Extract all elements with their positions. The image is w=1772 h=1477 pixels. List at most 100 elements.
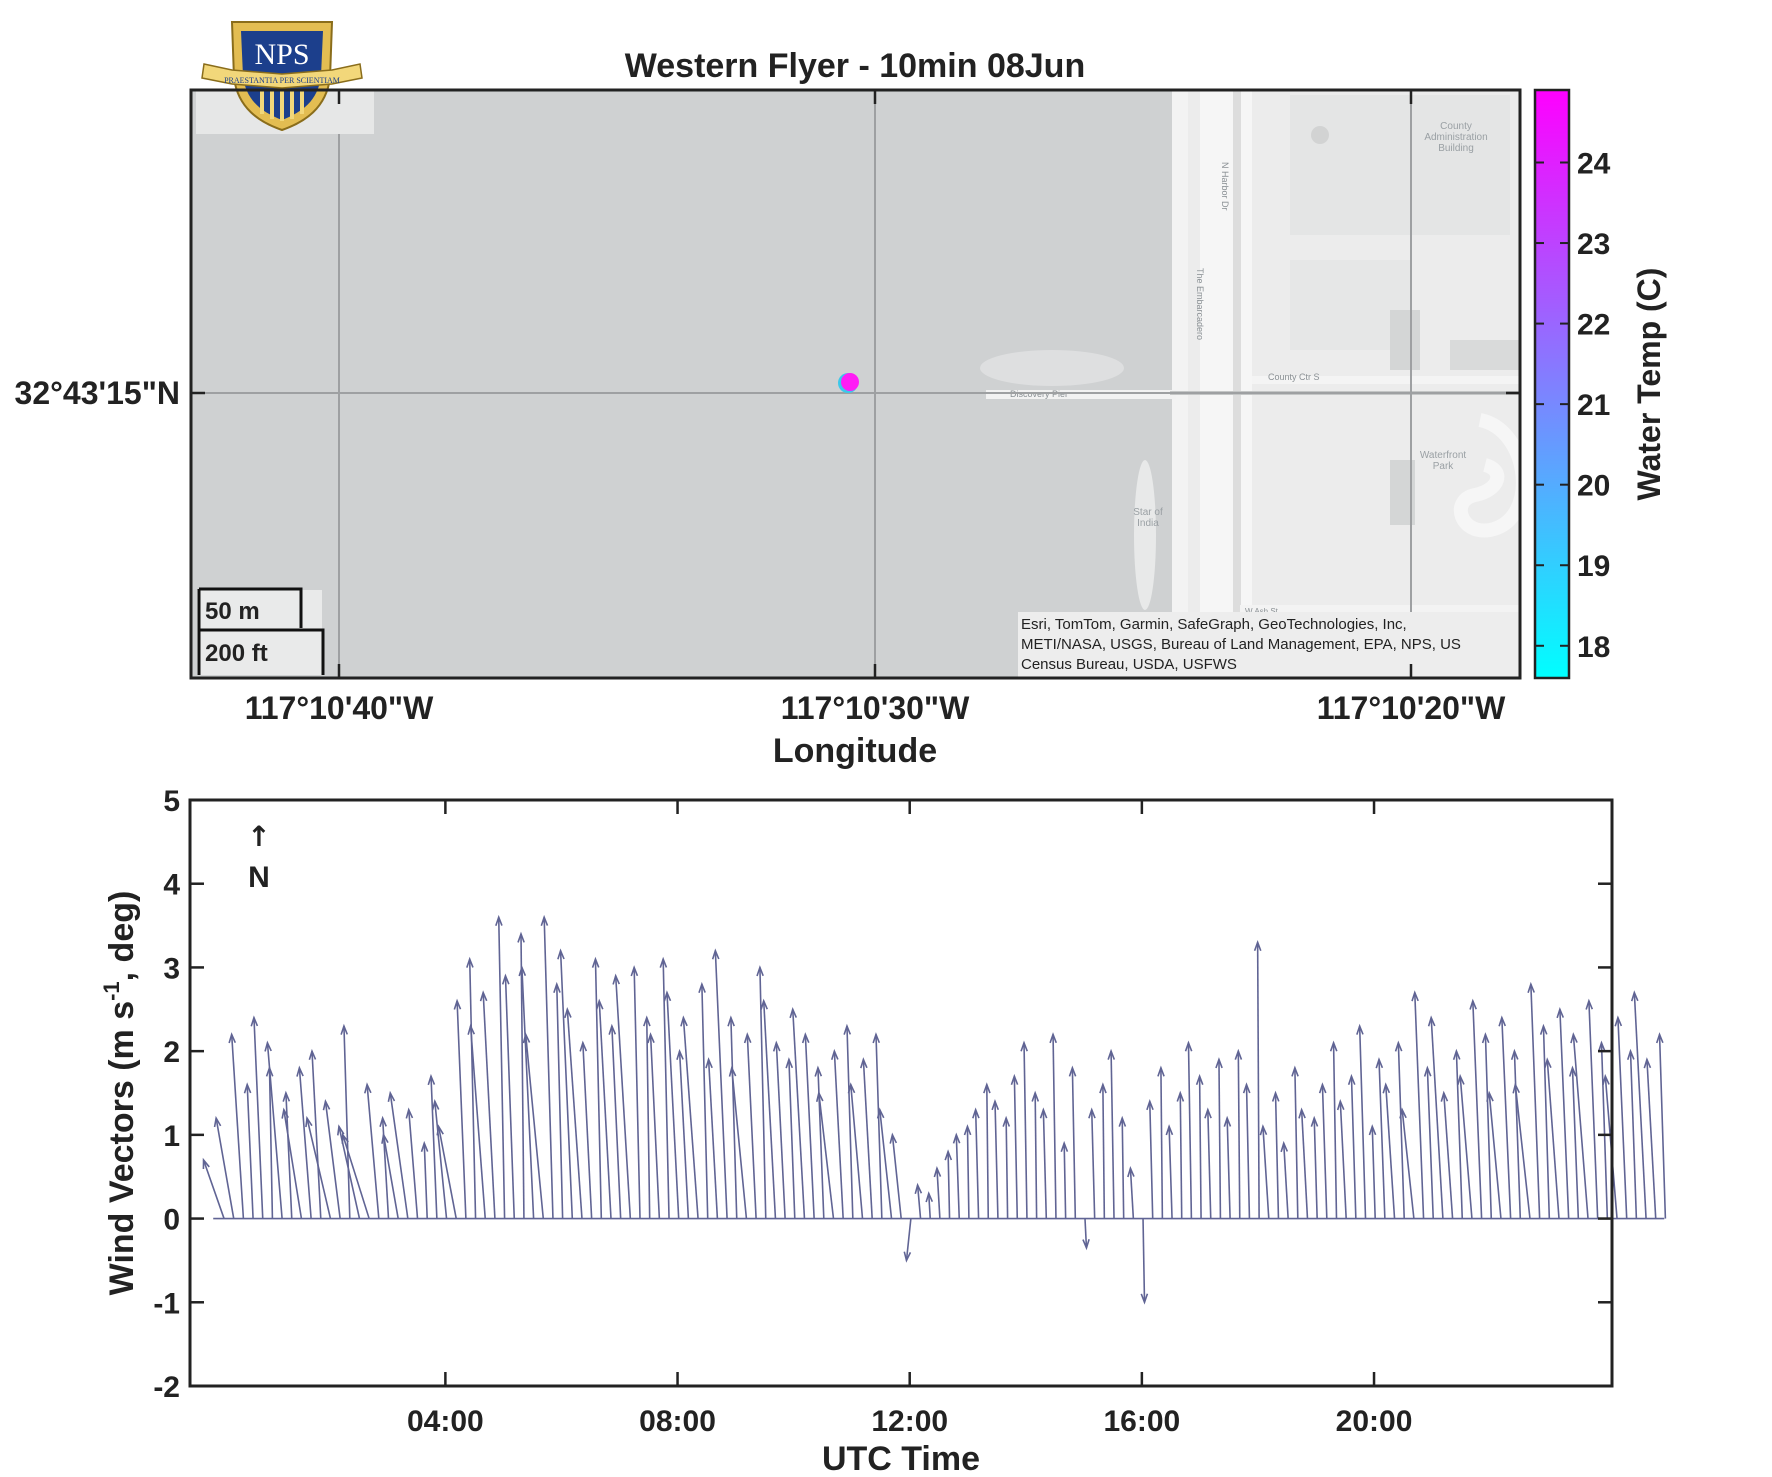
- colorbar-tick-label: 20: [1577, 470, 1610, 503]
- wind-x-tick-label: 16:00: [1104, 1405, 1181, 1438]
- wind-vector: [666, 992, 680, 1219]
- wind-vector-head: [557, 948, 565, 960]
- logo-text: NPS: [254, 38, 309, 71]
- wind-axes-box: [188, 798, 1614, 1388]
- wind-vector: [707, 1059, 719, 1219]
- wind-vector-head: [202, 1157, 210, 1169]
- wind-vector-head: [517, 931, 525, 943]
- wind-vector-head: [579, 1040, 588, 1052]
- wind-vector-head: [1195, 1073, 1204, 1086]
- wind-vector: [804, 1034, 815, 1219]
- wind-vector-head: [1204, 1107, 1212, 1119]
- wind-vector: [1629, 1051, 1638, 1219]
- wind-vector: [818, 1092, 835, 1219]
- wind-vector-head: [553, 981, 561, 993]
- map-y-tick-label: 32°43'15"N: [15, 375, 180, 411]
- wind-vector: [1546, 1059, 1560, 1219]
- wind-vector: [253, 1017, 264, 1219]
- wind-vector-head: [1176, 1090, 1185, 1102]
- wind-vector: [649, 1034, 661, 1219]
- wind-vector: [1218, 1059, 1222, 1219]
- wind-vector-head: [595, 998, 604, 1010]
- scale-bar-metric-label: 50 m: [205, 598, 260, 625]
- logo-stripes: [260, 90, 304, 121]
- label-county-admin-2: Administration: [1424, 132, 1487, 143]
- wind-vector: [1262, 1126, 1270, 1219]
- wind-vector-head: [1423, 1065, 1432, 1077]
- wind-vector-head: [1002, 1115, 1011, 1127]
- wind-vector: [1350, 1076, 1357, 1219]
- wind-vector: [311, 1051, 322, 1219]
- wind-vector-head: [564, 1006, 572, 1019]
- embarcadero-road: [1200, 90, 1252, 678]
- wind-vector: [1600, 1042, 1609, 1219]
- wind-vector-head: [772, 1040, 781, 1052]
- wind-vector-head: [608, 1023, 617, 1035]
- wind-vector: [1488, 1092, 1502, 1219]
- wind-vector-head: [1049, 1032, 1058, 1044]
- wind-vector-head: [1088, 1107, 1096, 1119]
- wind-vector: [846, 1026, 854, 1219]
- wind-vector: [306, 1117, 332, 1219]
- wind-vector: [1294, 1067, 1299, 1219]
- wind-vector: [1052, 1034, 1057, 1219]
- wind-vector-head: [815, 1090, 824, 1102]
- wind-vector: [1023, 1042, 1028, 1219]
- wind-vector-head: [1655, 1032, 1664, 1044]
- wind-vector: [389, 1092, 409, 1219]
- wind-vector-head: [1099, 1082, 1107, 1094]
- wind-vector: [849, 1084, 864, 1219]
- wind-vector: [283, 1109, 303, 1219]
- wind-vector: [1513, 1051, 1522, 1219]
- wind-x-tick-label: 12:00: [871, 1405, 948, 1438]
- wind-vector-head: [1486, 1090, 1494, 1102]
- wind-vector-head: [785, 1057, 794, 1069]
- wind-vector-head: [1127, 1166, 1135, 1178]
- wind-vector-head: [1440, 1090, 1449, 1102]
- wind-vector: [246, 1084, 254, 1219]
- label-w-ash-st: W Ash St: [1245, 607, 1279, 616]
- basemap: County Administration Building N Harbor …: [191, 90, 1520, 678]
- map-axes-box: [189, 88, 1522, 680]
- wind-vector: [730, 1017, 738, 1219]
- wind-vector-head: [243, 1082, 252, 1094]
- label-county-ctr: County Ctr S: [1268, 372, 1320, 382]
- wind-vector-head: [963, 1124, 972, 1136]
- label-waterfront-park-1: Waterfront: [1420, 450, 1467, 461]
- wind-vector-head: [1643, 1057, 1652, 1069]
- attribution-line-1: Esri, TomTom, Garmin, SafeGraph, GeoTech…: [1021, 616, 1407, 633]
- wind-vector-head: [1382, 1082, 1391, 1094]
- wind-vector: [730, 1067, 748, 1219]
- wind-vector: [682, 1017, 699, 1219]
- map-x-tick-label: 117°10'40"W: [245, 690, 434, 726]
- wind-vector-head: [1597, 1040, 1606, 1052]
- wind-vector: [875, 1034, 883, 1219]
- wind-vector: [1401, 1109, 1415, 1219]
- ship-position-point: [841, 373, 859, 391]
- wind-vector-head: [1242, 1082, 1251, 1094]
- wind-vector: [985, 1084, 990, 1219]
- wind-vector: [1313, 1118, 1318, 1219]
- wind-vector-head: [1568, 1065, 1577, 1077]
- wind-vector-head: [1411, 990, 1419, 1002]
- wind-vector: [1530, 984, 1541, 1219]
- wind-vector: [1042, 1109, 1048, 1219]
- wind-vector-head: [1259, 1124, 1268, 1136]
- wind-vector: [342, 1134, 370, 1219]
- wind-vector-head: [1539, 1023, 1548, 1035]
- wind-vector: [1472, 1000, 1483, 1219]
- wind-vector-head: [337, 1124, 345, 1136]
- wind-vector-head: [228, 1032, 237, 1044]
- wind-vector-head: [680, 1015, 688, 1027]
- wind-vector-head: [436, 1124, 444, 1136]
- wind-vector-head: [1368, 1124, 1377, 1136]
- wind-vector: [497, 917, 506, 1219]
- wind-vector-head: [1585, 998, 1594, 1010]
- wind-vector: [891, 1134, 902, 1219]
- wind-vector: [1430, 1017, 1444, 1219]
- wind-vector: [521, 967, 535, 1219]
- wind-vector-head: [630, 965, 639, 977]
- colorbar-tick-label: 18: [1577, 631, 1610, 664]
- wind-vector: [614, 975, 632, 1219]
- wind-vector-head: [308, 1048, 317, 1060]
